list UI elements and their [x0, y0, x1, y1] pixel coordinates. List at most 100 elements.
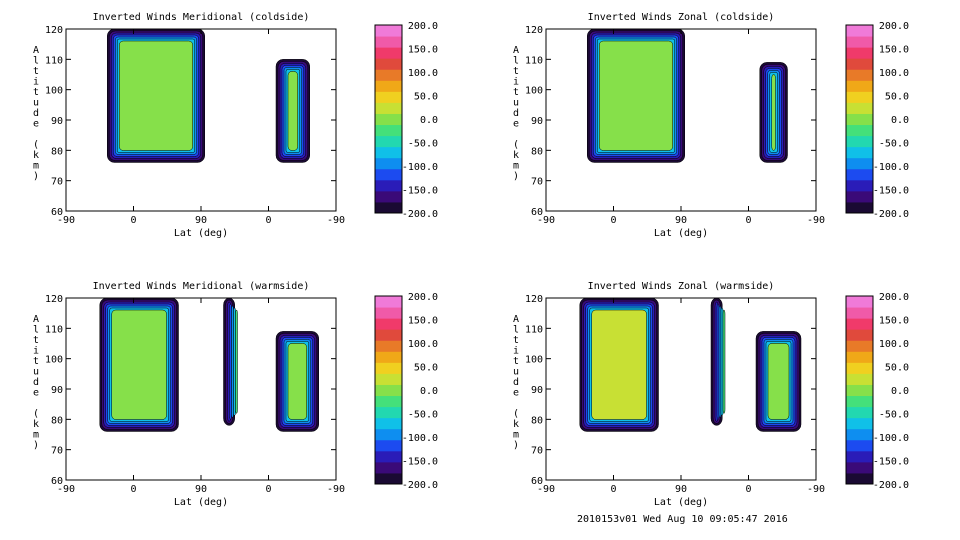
colorbar-segment [846, 307, 873, 319]
colorbar-segment [846, 47, 873, 59]
colorbar-segment [846, 329, 873, 341]
x-tick-label: 0 [265, 484, 271, 495]
colorbar-segment [846, 296, 873, 308]
y-axis-label-char: m [33, 161, 39, 172]
colorbar-segment [846, 373, 873, 385]
colorbar-segment [375, 36, 402, 48]
chart-title: Inverted Winds Zonal (warmside) [588, 281, 775, 292]
colorbar-segment [846, 351, 873, 363]
contour-core [119, 40, 193, 151]
plot-area [579, 298, 802, 432]
y-axis-label-char: e [513, 388, 519, 399]
chart-panel-4: 60 70 80 90 100 110 120 -90 0 90 0 -90 Inverted Wind… [513, 281, 909, 508]
x-tick-label: 0 [130, 484, 136, 495]
colorbar-segment [846, 190, 873, 203]
y-axis-label-char: u [33, 367, 39, 378]
y-tick-label: 80 [531, 146, 543, 157]
colorbar-segment [375, 450, 402, 463]
x-tick-label: 0 [265, 215, 271, 226]
colorbar-segment [375, 201, 402, 214]
y-tick-label: 60 [531, 207, 543, 218]
y-axis-label-char: i [513, 77, 519, 88]
colorbar-segment [375, 124, 402, 137]
colorbar-label: -200.0 [402, 480, 438, 491]
data-region-1 [99, 298, 179, 432]
colorbar-segment [375, 80, 402, 92]
y-axis-label-char: t [33, 87, 39, 98]
chart-panel-3: 60 70 80 90 100 110 120 -90 0 90 0 -90 Inverted Wind… [33, 281, 438, 508]
colorbar-segment [846, 428, 873, 441]
y-tick-label: 80 [531, 415, 543, 426]
colorbar-frame [374, 24, 403, 214]
x-tick-label: 90 [195, 215, 207, 226]
colorbar-segment [846, 113, 873, 126]
y-axis-label-char: A [513, 314, 519, 325]
x-tick-label: -90 [57, 215, 75, 226]
colorbar-segment [375, 461, 402, 474]
colorbar-segment [846, 472, 873, 485]
colorbar-segment [375, 58, 402, 70]
colorbar-segment [846, 157, 873, 170]
y-tick-label: 90 [531, 116, 543, 127]
y-tick-label: 70 [51, 446, 63, 457]
y-tick-label: 100 [525, 86, 543, 97]
y-axis-label-char: A [33, 314, 39, 325]
y-axis-label-char: k [513, 150, 519, 161]
contour-core [722, 309, 726, 414]
y-axis-label-char: ) [513, 440, 519, 451]
colorbar-segment [846, 80, 873, 92]
x-tick-label: 0 [745, 215, 751, 226]
y-axis-label-char: k [33, 419, 39, 430]
chart-title: Inverted Winds Meridional (warmside) [93, 281, 310, 292]
y-axis-label-char: ( [33, 140, 39, 151]
y-tick-label: 110 [45, 55, 63, 66]
colorbar-segment [846, 36, 873, 48]
colorbar-label: -50.0 [879, 139, 909, 150]
y-tick-label: 120 [45, 294, 63, 305]
x-tick-label: -90 [537, 215, 555, 226]
colorbar-segment [375, 329, 402, 341]
colorbar-segment [846, 135, 873, 148]
colorbar-label: 50.0 [885, 363, 909, 374]
colorbar-segment [846, 124, 873, 137]
colorbar-label: 0.0 [420, 386, 438, 397]
colorbar-segment [375, 91, 402, 103]
colorbar-segment [846, 461, 873, 474]
colorbar-label: 100.0 [408, 339, 438, 350]
colorbar-label: 100.0 [408, 68, 438, 79]
colorbar-segment [375, 69, 402, 81]
y-axis-label-char: t [33, 356, 39, 367]
data-region-1 [579, 298, 659, 432]
y-axis-label-char: ) [513, 171, 519, 182]
colorbar-segment [846, 340, 873, 352]
y-axis-label-char: l [513, 325, 519, 336]
colorbar-label: -200.0 [402, 209, 438, 220]
y-tick-label: 120 [525, 294, 543, 305]
colorbar-segment [375, 307, 402, 319]
contour-core [591, 309, 647, 420]
y-axis-label-char: u [33, 98, 39, 109]
colorbar-label: -150.0 [402, 457, 438, 468]
y-axis-label-char: l [33, 325, 39, 336]
colorbar-segment [846, 179, 873, 192]
colorbar-label: 150.0 [408, 316, 438, 327]
plot-area [107, 29, 310, 163]
colorbar-segment [846, 406, 873, 419]
colorbar-segment [375, 406, 402, 419]
y-axis-label-char: d [513, 377, 519, 388]
contour-core [235, 309, 238, 414]
contour-band [716, 303, 720, 420]
y-axis-label-char: m [513, 161, 519, 172]
colorbar: 200.0 150.0 100.0 50.0 0.0 -50.0 -100.0 -150.0 -… [374, 21, 438, 220]
colorbar-label: 50.0 [885, 92, 909, 103]
data-region-2 [759, 62, 788, 163]
y-tick-label: 90 [51, 385, 63, 396]
colorbar-segment [375, 384, 402, 397]
y-axis-label-char: k [513, 419, 519, 430]
data-region-1 [587, 29, 685, 163]
plot-area [587, 29, 788, 163]
y-axis-label-char: l [513, 56, 519, 67]
y-axis-label-char: i [33, 77, 39, 88]
x-tick-label: -90 [537, 484, 555, 495]
